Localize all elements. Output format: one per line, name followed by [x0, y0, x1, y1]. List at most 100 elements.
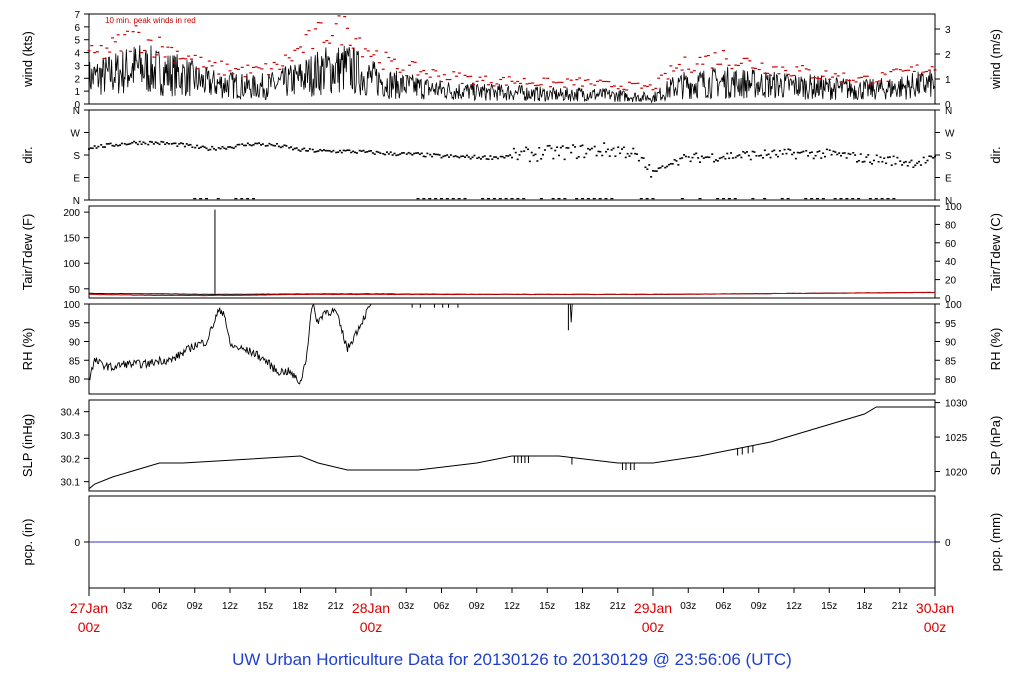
x-tick-label: 03z	[680, 601, 696, 612]
calm-direction-mark	[551, 198, 555, 200]
peak-wind-mark	[290, 60, 294, 62]
peak-wind-mark	[663, 72, 667, 75]
dewpoint-line	[88, 291, 936, 297]
peak-wind-mark	[804, 68, 808, 70]
direction-point	[290, 146, 293, 148]
peak-wind-mark	[810, 77, 814, 79]
direction-point	[695, 152, 698, 155]
calm-direction-mark	[598, 198, 602, 200]
peak-wind-mark	[240, 66, 244, 68]
direction-point	[311, 148, 314, 151]
peak-wind-mark	[478, 76, 482, 78]
direction-point	[771, 150, 774, 153]
calm-direction-mark	[780, 198, 784, 200]
peak-wind-mark	[798, 70, 802, 72]
peak-wind-mark	[898, 69, 902, 71]
direction-point	[684, 155, 687, 158]
peak-wind-mark	[766, 72, 770, 74]
peak-wind-mark	[307, 30, 311, 32]
peak-wind-mark	[393, 58, 396, 60]
peak-wind-annotation: 10 min. peak winds in red	[105, 16, 196, 25]
direction-point	[679, 157, 682, 160]
peak-wind-mark	[475, 80, 479, 82]
direction-point	[890, 164, 893, 166]
peak-wind-mark	[771, 66, 775, 68]
direction-point	[358, 149, 361, 152]
peak-wind-mark	[513, 82, 517, 84]
x-tick-label: 06z	[151, 601, 167, 612]
calm-direction-mark	[205, 198, 208, 200]
calm-direction-mark	[516, 198, 520, 200]
direction-point	[926, 159, 929, 162]
direction-point	[587, 147, 590, 150]
direction-point	[644, 166, 647, 169]
peak-wind-mark	[763, 72, 767, 74]
direction-point	[119, 144, 122, 146]
direction-point	[914, 164, 917, 167]
wind-speed-line	[88, 45, 935, 104]
calm-direction-mark	[481, 198, 485, 200]
direction-point	[478, 156, 481, 159]
calm-direction-mark	[804, 198, 808, 200]
peak-wind-mark	[683, 56, 687, 58]
direction-point	[585, 152, 588, 155]
direction-point	[399, 153, 402, 155]
peak-wind-mark	[777, 73, 781, 75]
direction-point	[687, 156, 690, 158]
peak-wind-mark	[745, 57, 749, 59]
x-tick-label: 21z	[610, 601, 626, 612]
direction-point	[673, 159, 676, 161]
peak-wind-mark	[522, 77, 526, 80]
direction-point	[932, 157, 935, 159]
y-tick-label-right: 85	[945, 356, 957, 367]
peak-wind-mark	[390, 60, 394, 62]
direction-point	[691, 156, 694, 159]
peak-wind-mark	[113, 41, 117, 43]
peak-wind-mark	[296, 47, 300, 50]
peak-wind-mark	[927, 69, 931, 71]
direction-point	[630, 152, 633, 155]
peak-wind-mark	[716, 63, 720, 65]
y-axis-label-left: Tair/Tdew (F)	[20, 214, 35, 291]
direction-point	[841, 152, 844, 155]
direction-point	[379, 152, 382, 154]
peak-wind-mark	[575, 79, 579, 81]
peak-wind-mark	[90, 45, 94, 47]
peak-wind-mark	[698, 56, 702, 59]
direction-point	[887, 156, 889, 159]
direction-point	[460, 155, 463, 158]
peak-wind-mark	[181, 57, 185, 60]
direction-point	[532, 154, 535, 157]
direction-point	[499, 155, 502, 158]
peak-wind-mark	[863, 75, 866, 77]
peak-wind-mark	[384, 51, 388, 53]
peak-wind-mark	[246, 64, 250, 66]
direction-point	[456, 155, 459, 158]
direction-point	[285, 145, 288, 147]
direction-point	[636, 153, 639, 155]
direction-point	[550, 147, 553, 150]
calm-direction-mark	[422, 198, 426, 200]
direction-point	[755, 154, 758, 157]
peak-wind-mark	[645, 85, 649, 88]
direction-point	[924, 161, 927, 164]
peak-wind-mark	[93, 51, 97, 54]
peak-wind-mark	[601, 80, 605, 83]
peak-wind-mark	[612, 85, 616, 87]
direction-point	[713, 160, 716, 163]
direction-point	[511, 156, 513, 159]
peak-wind-mark	[377, 62, 381, 64]
y-tick-label-right: 1030	[945, 399, 968, 410]
y-tick-label-right: 1	[945, 75, 951, 86]
peak-wind-mark	[330, 35, 334, 37]
direction-point	[174, 142, 177, 145]
peak-wind-mark	[440, 80, 443, 83]
direction-point	[881, 160, 884, 163]
peak-wind-mark	[742, 57, 746, 60]
peak-wind-mark	[554, 82, 558, 84]
calm-direction-mark	[722, 198, 725, 200]
direction-point	[167, 143, 170, 145]
direction-point	[807, 155, 810, 157]
direction-point	[559, 146, 562, 149]
x-tick-label: 06z	[433, 601, 449, 612]
